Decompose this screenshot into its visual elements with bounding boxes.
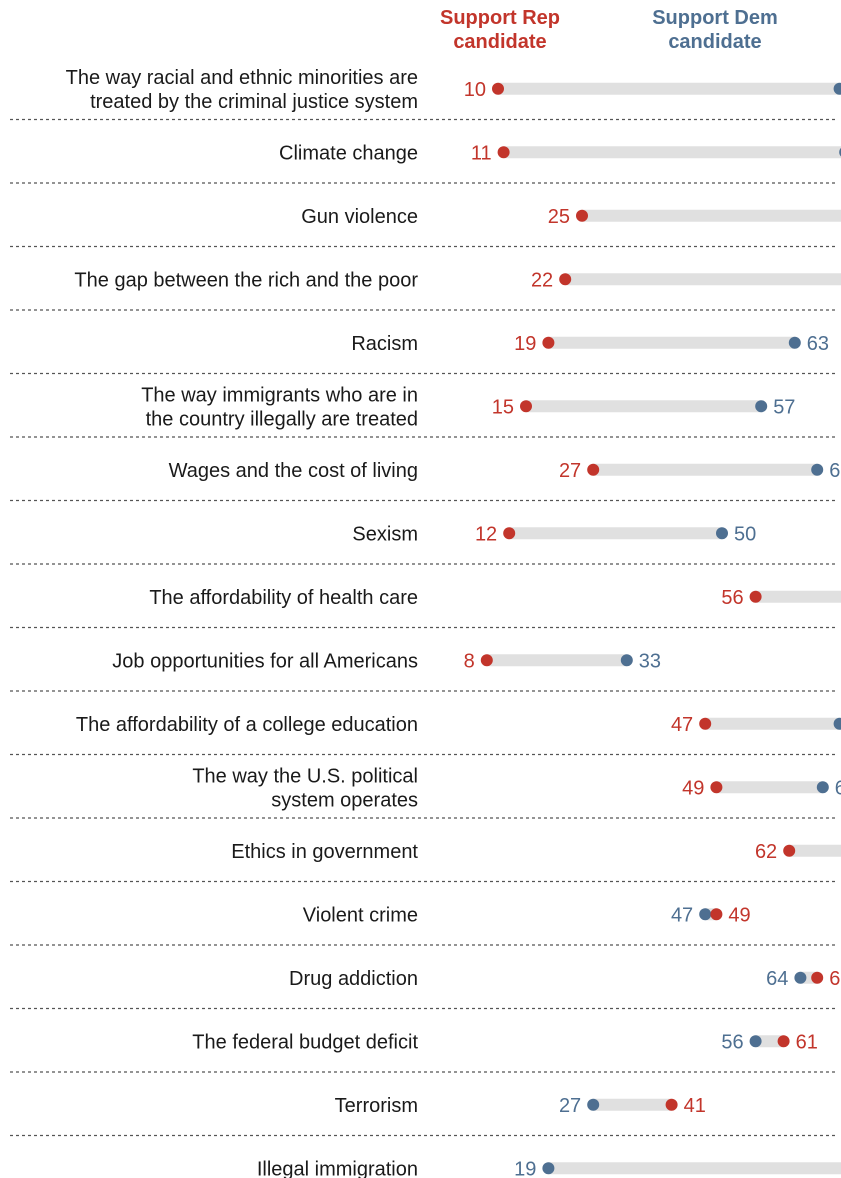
row-label: The affordability of a college education [76,714,418,736]
dem-value-label: 27 [559,1095,581,1117]
rep-value-label: 8 [464,650,475,672]
rep-dot [587,463,600,476]
range-bar [716,781,823,794]
rep-dot [480,654,493,667]
dem-value-label: 33 [639,650,661,672]
rep-value-label: 41 [684,1095,706,1117]
range-bar [503,146,841,159]
dem-dot [755,400,768,413]
rep-dot [520,400,532,413]
dem-value-label: 56 [721,1031,743,1053]
row-label: Climate change [279,142,418,164]
dem-dot [749,1035,762,1048]
rep-value-label: 25 [548,206,570,228]
dem-value-label: 19 [514,1158,536,1178]
rep-value-label: 11 [471,142,492,164]
row-label: Gun violence [301,206,418,228]
range-bar [755,590,841,603]
dem-value-label: 50 [734,523,756,545]
range-bar [526,400,762,413]
range-bar [509,527,722,540]
dem-dot [811,463,824,476]
rep-value-label: 15 [492,396,514,418]
rep-dot [559,273,572,286]
rep-dot [503,527,516,540]
rep-value-label: 61 [796,1031,818,1053]
dem-dot [788,336,801,349]
rep-dot [497,146,510,159]
dem-value-label: 63 [807,333,829,355]
row-label: Ethics in government [231,841,418,863]
dem-dot [587,1098,600,1111]
rep-value-label: 27 [559,460,581,482]
rep-dot [542,336,555,349]
range-bar [593,1098,672,1111]
row-label: system operates [271,789,418,811]
dem-dot [833,717,841,730]
row-label: Job opportunities for all Americans [112,650,418,672]
range-bar [548,336,795,349]
rep-value-label: 62 [755,841,777,863]
rep-dot [665,1098,678,1111]
rep-dot [710,908,723,921]
dem-value-label: 64 [766,968,788,990]
rep-dot [777,1035,790,1048]
row-label: The gap between the rich and the poor [74,269,418,291]
row-label: The way immigrants who are in [141,384,418,406]
rep-dot [783,844,796,857]
row-label: Violent crime [303,904,418,926]
row-label: Drug addiction [289,968,418,990]
dem-value-label: 67 [829,460,841,482]
legend-dem-label: Support Dem candidate [652,7,778,53]
dem-value-label: 47 [671,904,693,926]
dem-dot [816,781,829,794]
rep-value-label: 47 [671,714,693,736]
rep-dot [492,82,504,95]
row-label: Sexism [352,523,418,545]
dem-dot [716,527,728,540]
rep-dot [710,781,723,794]
row-label: the country illegally are treated [146,408,418,430]
dem-dot [542,1162,555,1175]
row-label: Wages and the cost of living [169,460,418,482]
row-label: Terrorism [335,1095,418,1117]
dem-dot [794,971,807,984]
range-bar [565,273,841,286]
dem-value-label: 68 [835,777,841,799]
rep-value-label: 49 [682,777,704,799]
row-label: The affordability of health care [149,587,418,609]
range-bar [789,844,841,857]
range-bar [593,463,818,476]
row-label: The way racial and ethnic minorities are [66,67,418,89]
range-bar [548,1162,841,1175]
rep-dot [699,717,712,730]
rep-dot [811,971,824,984]
row-label: Racism [351,333,418,355]
row-label: Illegal immigration [257,1158,418,1178]
legend-rep-label: Support Rep candidate [440,7,560,53]
range-bar [755,1035,784,1048]
rep-value-label: 56 [721,587,743,609]
dem-dot [699,908,712,921]
row-label: The federal budget deficit [192,1031,418,1053]
dem-dot [620,654,633,667]
dem-dot [833,82,841,95]
range-bar [498,82,840,95]
rep-dot [576,209,588,222]
range-bar [582,209,841,222]
rep-value-label: 22 [531,269,553,291]
rep-value-label: 49 [728,904,750,926]
rep-value-label: 67 [829,968,841,990]
range-bar [486,654,627,667]
dem-value-label: 57 [773,396,795,418]
range-bar [705,717,840,730]
row-label: treated by the criminal justice system [90,91,418,113]
rep-dot [749,590,762,603]
rep-value-label: 19 [514,333,536,355]
row-label: The way the U.S. political [192,765,418,787]
rep-value-label: 12 [475,523,497,545]
rep-value-label: 10 [464,79,486,101]
